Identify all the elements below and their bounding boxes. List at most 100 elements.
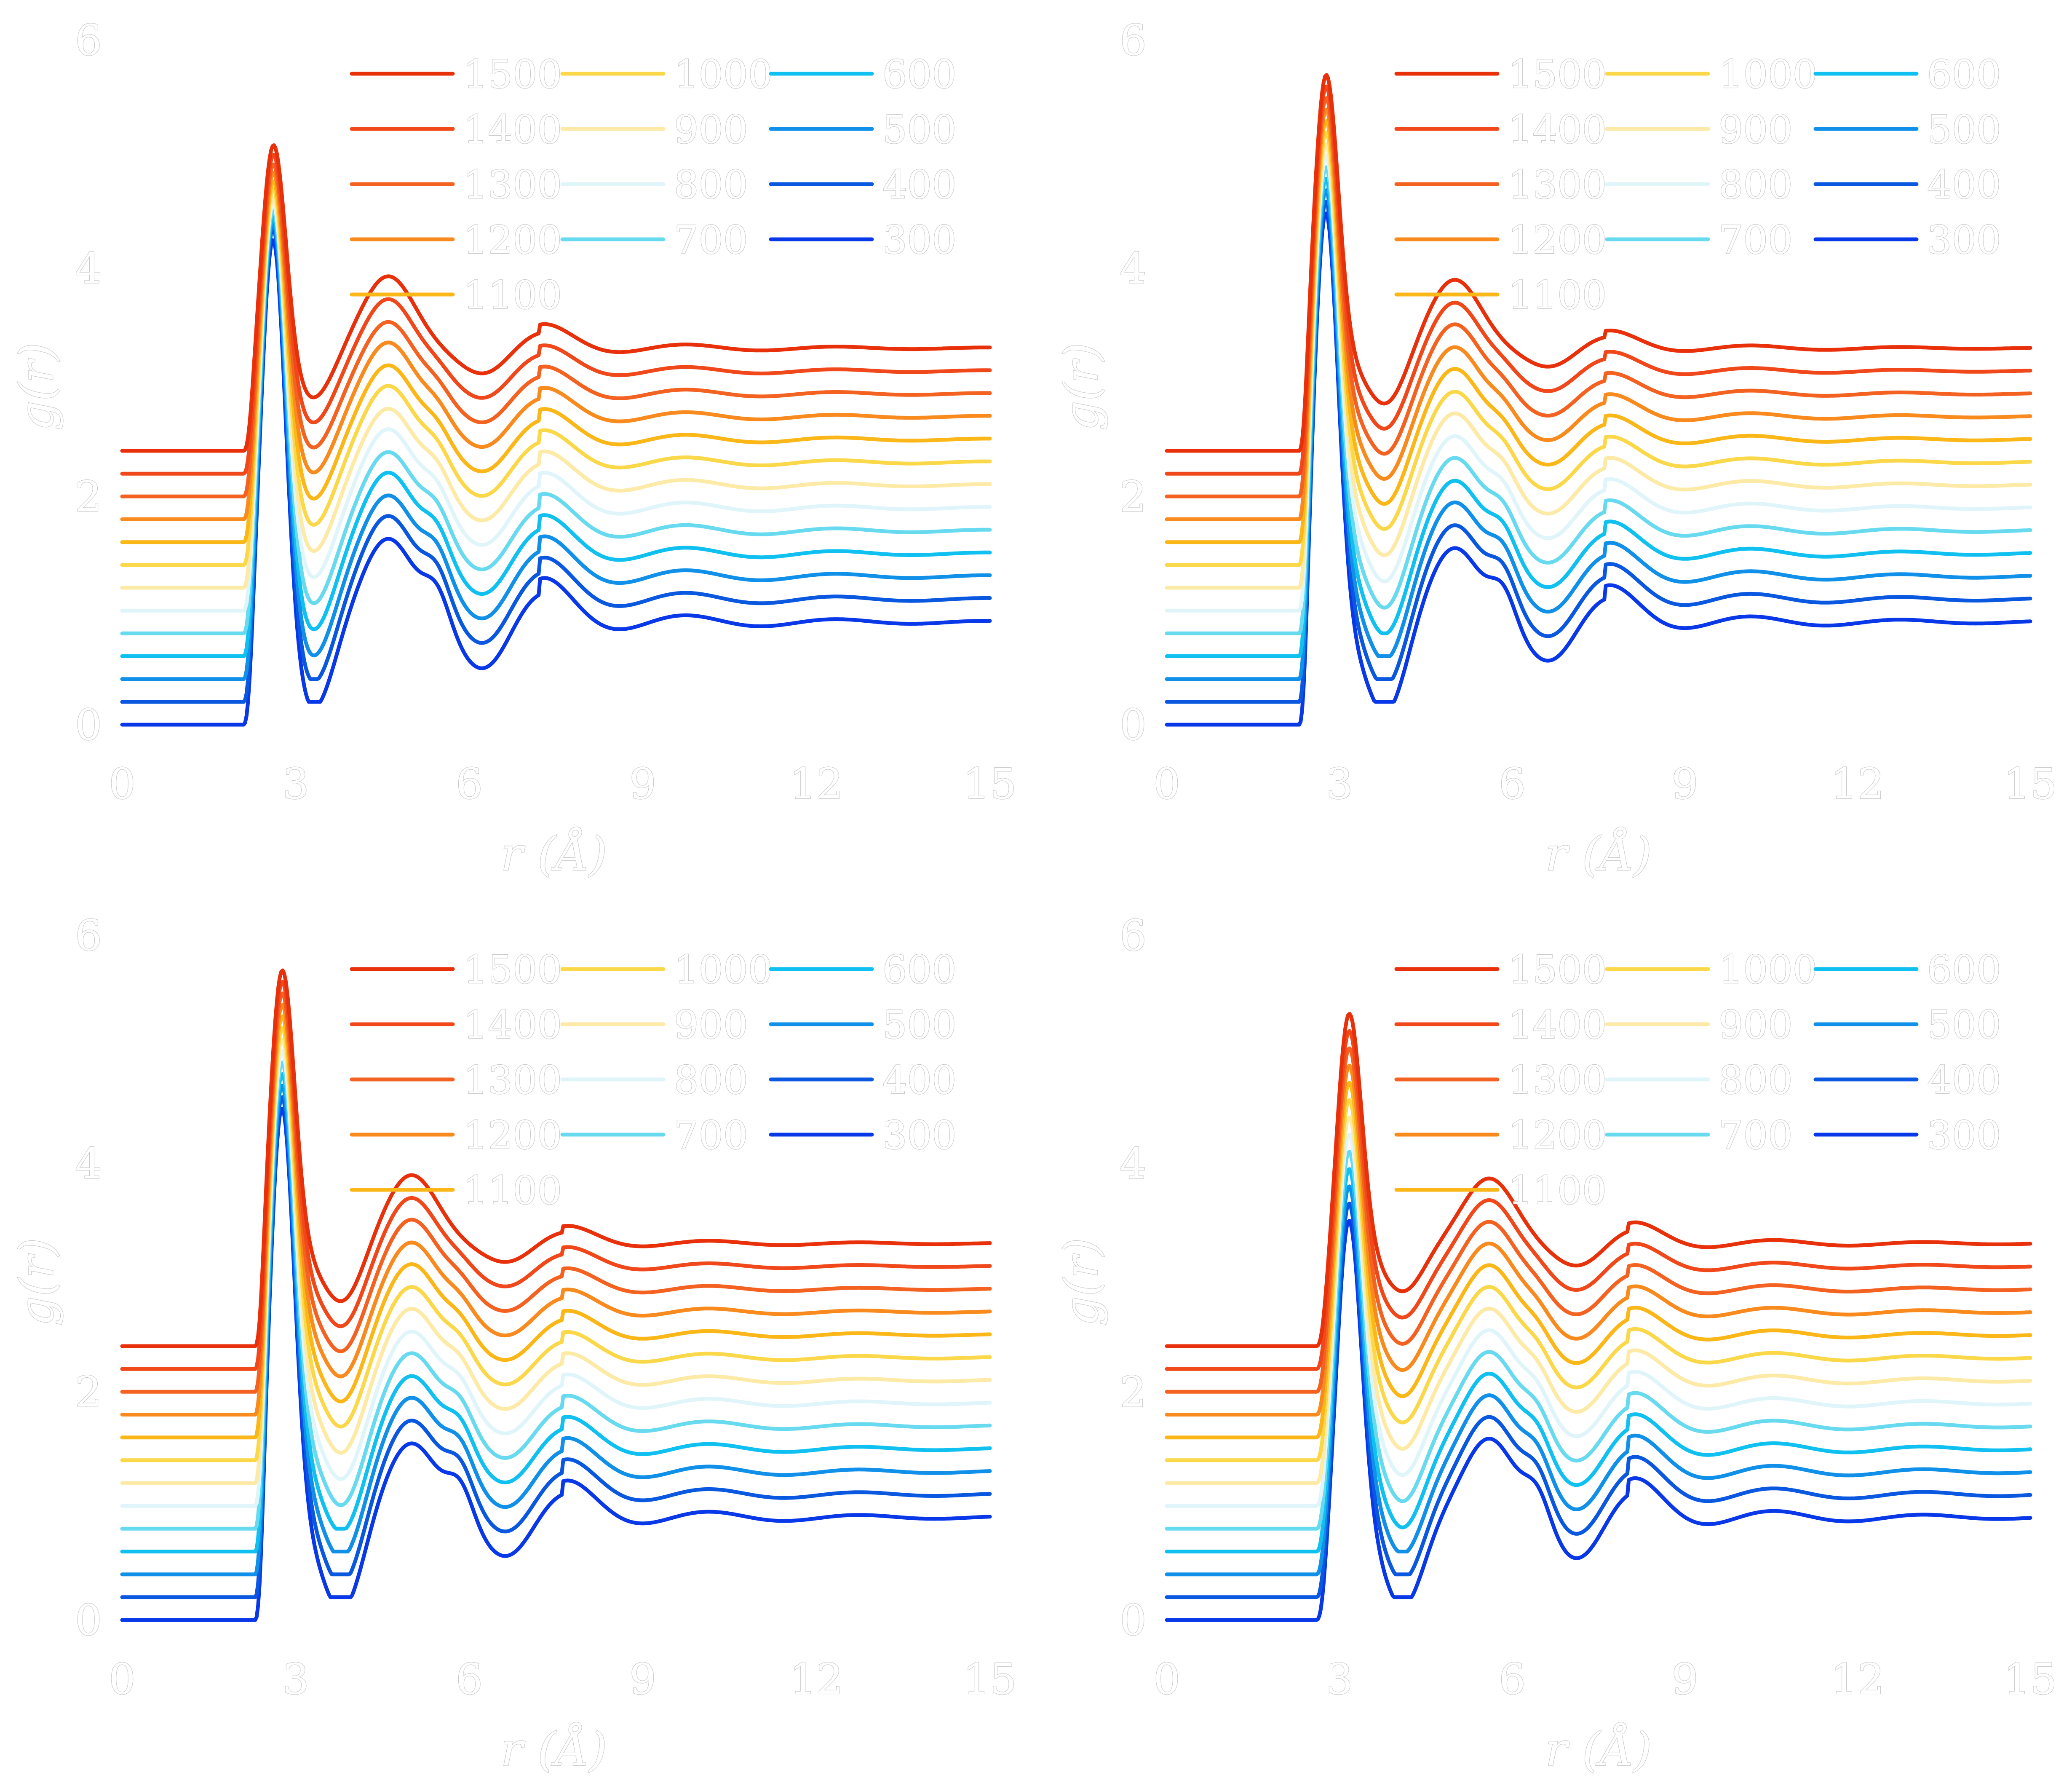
legend-label-300: 300	[1927, 1113, 2001, 1158]
x-tick-label: 12	[789, 759, 843, 809]
legend-label-1300: 1300	[1508, 1058, 1607, 1103]
x-tick-label: 9	[629, 1655, 656, 1704]
series-line-800	[1165, 1133, 2032, 1508]
y-tick-label: 2	[1120, 472, 1147, 521]
legend-label-1300: 1300	[463, 1058, 562, 1103]
legend-label-1300: 1300	[463, 162, 562, 207]
legend-label-800: 800	[674, 1058, 748, 1103]
legend-label-1100: 1100	[1508, 1168, 1607, 1213]
series-line-1300	[1165, 1046, 2032, 1394]
series-line-500	[1165, 188, 2032, 681]
legend-label-1100: 1100	[463, 1168, 562, 1213]
legend-label-600: 600	[882, 52, 957, 97]
x-tick-label: 0	[1153, 759, 1180, 809]
legend-label-700: 700	[674, 217, 748, 262]
x-tick-label: 3	[1326, 1655, 1353, 1704]
legend-label-500: 500	[882, 107, 957, 152]
legend-label-400: 400	[882, 1058, 957, 1103]
series-line-900	[1165, 1115, 2032, 1485]
x-tick-label: 0	[109, 759, 136, 809]
legend-label-1200: 1200	[1508, 217, 1607, 262]
series-line-300	[1165, 1219, 2032, 1622]
legend-label-700: 700	[1719, 1113, 1793, 1158]
legend-label-1100: 1100	[1508, 273, 1607, 318]
legend-label-500: 500	[882, 1002, 957, 1047]
series-line-1000	[1165, 1098, 2032, 1462]
legend-label-1500: 1500	[1508, 52, 1607, 97]
y-tick-label: 4	[75, 244, 102, 293]
y-tick-label: 4	[75, 1139, 102, 1189]
x-tick-label: 0	[1153, 1655, 1180, 1704]
series-line-1500	[1165, 1012, 2032, 1348]
legend-label-700: 700	[674, 1113, 748, 1158]
x-tick-label: 3	[1326, 759, 1353, 809]
legend-label-1400: 1400	[463, 107, 562, 152]
x-tick-label: 15	[963, 1655, 1016, 1704]
y-tick-label: 6	[1120, 16, 1147, 65]
legend-label-1500: 1500	[463, 947, 562, 992]
x-tick-label: 15	[2003, 1655, 2057, 1704]
x-tick-label: 15	[963, 759, 1016, 809]
x-axis-label: r (Å)	[1545, 1722, 1652, 1776]
series-line-600	[1165, 1167, 2032, 1553]
series-line-1200	[1165, 1063, 2032, 1416]
legend-label-400: 400	[1927, 162, 2001, 207]
x-tick-label: 12	[1831, 1655, 1884, 1704]
x-tick-label: 9	[1671, 1655, 1698, 1704]
series-line-1300	[120, 162, 992, 498]
x-tick-label: 3	[282, 1655, 309, 1704]
legend-label-700: 700	[1719, 217, 1793, 262]
legend-label-1000: 1000	[1719, 52, 1817, 97]
series-line-500	[1165, 1184, 2032, 1577]
x-axis-label: r (Å)	[501, 827, 607, 881]
y-tick-label: 2	[75, 1367, 102, 1416]
y-tick-label: 0	[1120, 700, 1147, 750]
legend-label-900: 900	[1719, 107, 1793, 152]
y-tick-label: 2	[75, 472, 102, 521]
y-tick-label: 0	[75, 700, 102, 750]
legend-label-800: 800	[1719, 1058, 1793, 1103]
y-tick-label: 4	[1120, 244, 1147, 293]
x-tick-label: 6	[1499, 1655, 1526, 1704]
legend-label-1200: 1200	[1508, 1113, 1607, 1158]
x-tick-label: 0	[109, 1655, 136, 1704]
legend-label-500: 500	[1927, 107, 2001, 152]
chart-panel-4: 0 3 6 9 12 15 0 2 4 6 r (Å) g(r) 1500 1400 1300 1200 110…	[1054, 910, 2058, 1777]
x-tick-label: 6	[456, 1655, 483, 1704]
series-line-400	[1165, 1202, 2032, 1599]
series-line-1500	[120, 968, 992, 1348]
legend-label-800: 800	[674, 162, 748, 207]
legend-label-500: 500	[1927, 1002, 2001, 1047]
legend-label-900: 900	[1719, 1002, 1793, 1047]
x-tick-label: 3	[282, 759, 309, 809]
legend-label-900: 900	[674, 1002, 748, 1047]
legend-label-900: 900	[674, 107, 748, 152]
series-line-1500	[120, 143, 992, 453]
y-tick-label: 4	[1120, 1139, 1147, 1189]
series-line-900	[1165, 142, 2032, 590]
legend-label-600: 600	[882, 947, 957, 992]
legend-label-600: 600	[1927, 52, 2001, 97]
y-tick-label: 0	[1120, 1596, 1147, 1645]
legend-label-1000: 1000	[674, 52, 773, 97]
x-tick-label: 12	[1831, 759, 1884, 809]
x-tick-label: 6	[456, 759, 483, 809]
legend-label-400: 400	[1927, 1058, 2001, 1103]
chart-panel-2: 0 3 6 9 12 15 0 2 4 6 r (Å) g(r) 1500 1400 1300 1200 110…	[1054, 15, 2058, 881]
legend-label-1500: 1500	[1508, 947, 1607, 992]
y-tick-label: 6	[75, 911, 102, 960]
legend-label-1100: 1100	[463, 273, 562, 318]
x-tick-label: 9	[1671, 759, 1698, 809]
legend-label-1400: 1400	[1508, 107, 1607, 152]
legend-label-1400: 1400	[1508, 1002, 1607, 1047]
legend-label-600: 600	[1927, 947, 2001, 992]
chart-panel-1: 0 3 6 9 12 15 0 2 4 6 r (Å) g(r) 1500 1400 1300 1200 110…	[9, 15, 1017, 881]
y-axis-label: g(r)	[1054, 343, 1108, 431]
legend-label-1400: 1400	[463, 1002, 562, 1047]
series-line-1100	[1165, 1081, 2032, 1440]
x-axis-label: r (Å)	[501, 1722, 607, 1776]
x-tick-label: 6	[1499, 759, 1526, 809]
series-line-1500	[1165, 73, 2032, 453]
legend-label-300: 300	[882, 1113, 957, 1158]
